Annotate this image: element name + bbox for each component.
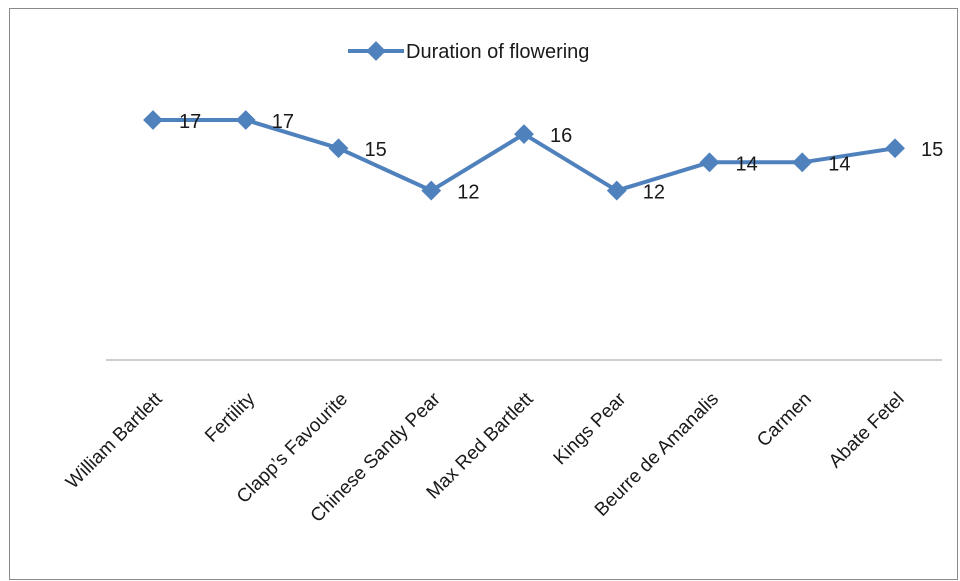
category-label: Kings Pear [550,388,631,469]
data-label: 12 [643,182,665,204]
category-label: William Bartlett [62,388,167,493]
data-point-marker [792,152,813,173]
data-label: 14 [828,153,850,175]
data-point-marker [328,138,349,159]
category-label: Fertility [201,388,259,446]
data-point-marker [885,138,905,159]
data-label: 16 [550,125,572,147]
data-point-marker [421,180,442,201]
data-point-marker [235,110,256,130]
legend: Duration of flowering [348,41,589,63]
data-label: 15 [365,139,387,161]
data-point-marker [514,124,534,144]
category-label: Abate Fetel [825,389,909,473]
category-label: Carmen [753,389,816,452]
legend-marker [366,41,386,61]
data-label: 17 [179,111,201,133]
data-label: 15 [921,139,943,161]
data-label: 14 [736,153,758,175]
data-point-marker [606,180,627,201]
legend-label: Duration of flowering [406,41,589,63]
data-point-marker [699,152,720,173]
data-point-marker [143,110,163,130]
chart-area [9,8,958,580]
data-labels: 17 17 15 12 16 12 14 14 15 [179,111,943,204]
data-label: 12 [457,182,479,204]
data-label: 17 [272,111,294,133]
